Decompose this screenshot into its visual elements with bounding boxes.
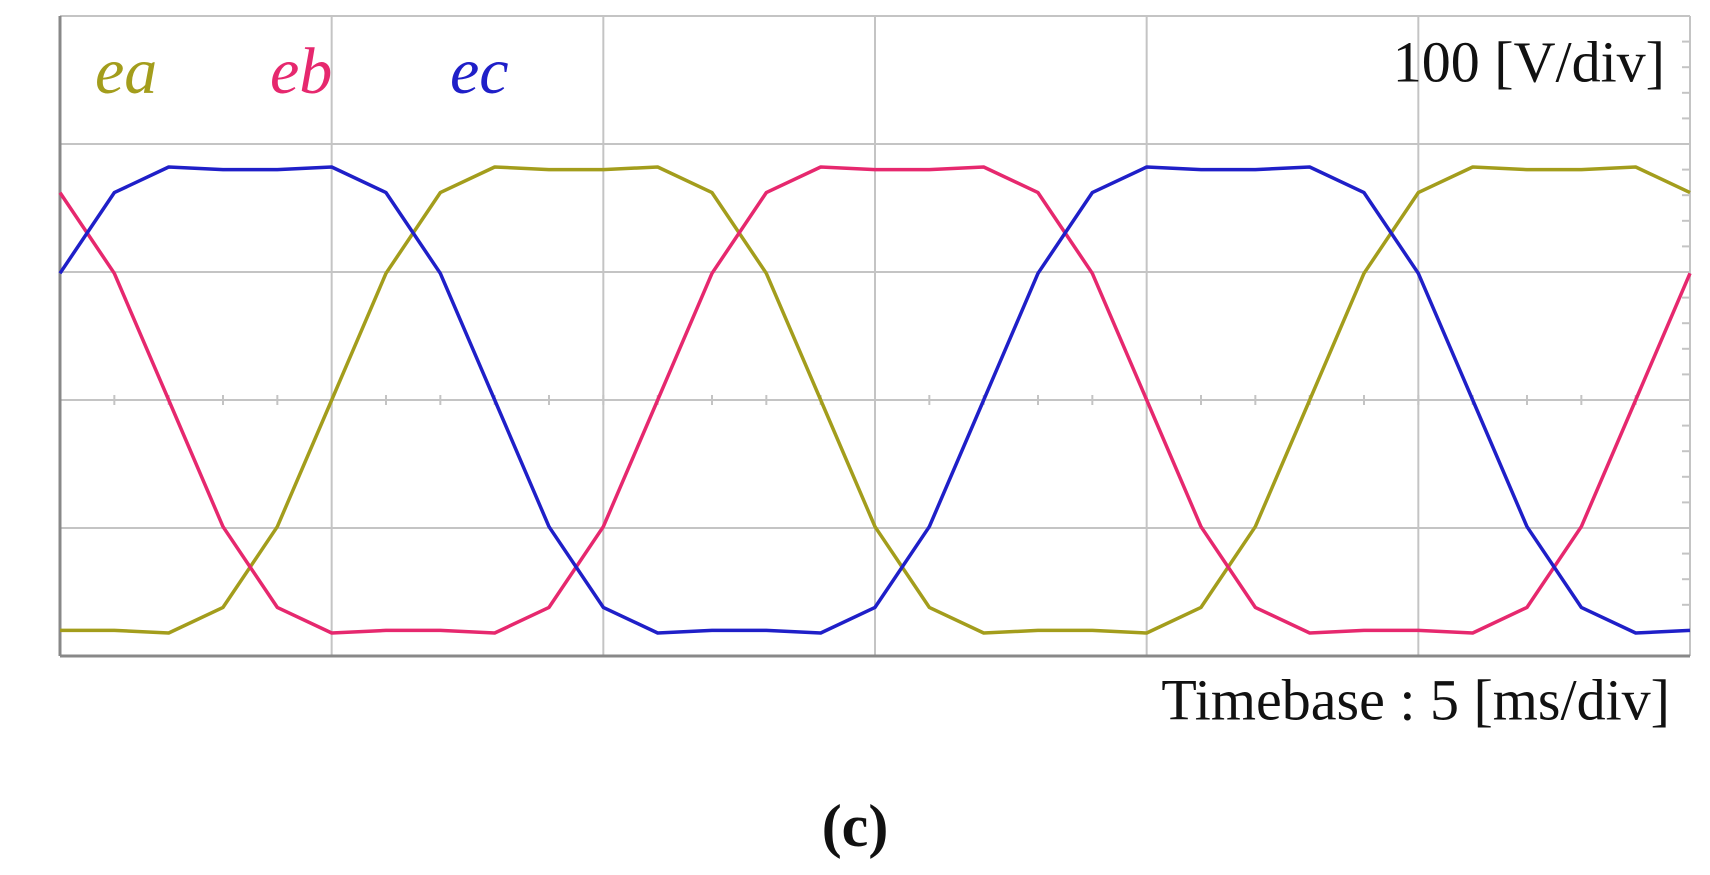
scale-label: 100 [V/div] bbox=[1393, 29, 1665, 94]
caption: (c) bbox=[822, 793, 889, 859]
legend-label: eb bbox=[270, 35, 332, 108]
legend-label: ec bbox=[450, 35, 509, 108]
plot-area bbox=[58, 15, 1692, 658]
waveform bbox=[60, 165, 1691, 635]
waveform bbox=[58, 165, 1692, 635]
legend-label: ea bbox=[95, 35, 157, 108]
x-axis-label: Timebase : 5 [ms/div] bbox=[1161, 667, 1670, 732]
waveform bbox=[58, 165, 1691, 635]
